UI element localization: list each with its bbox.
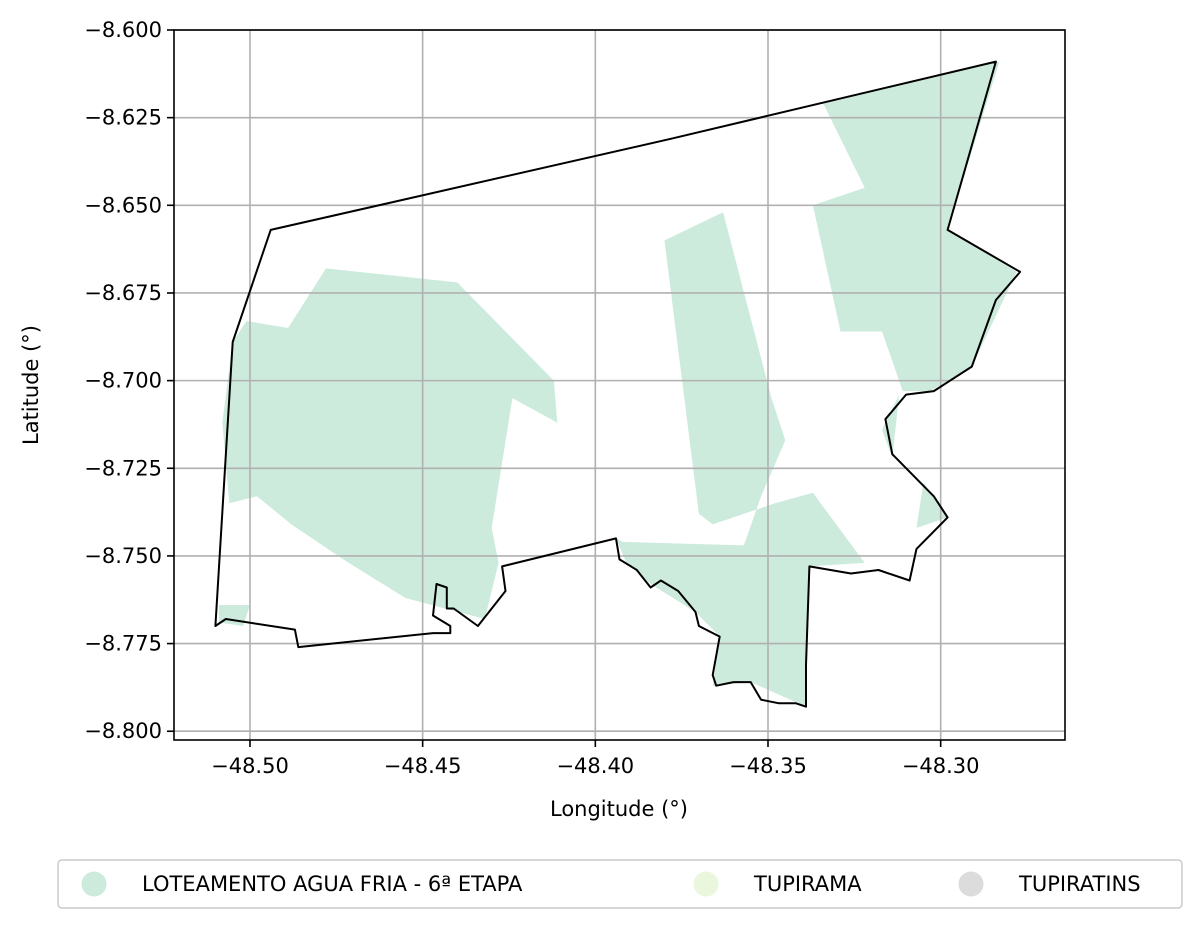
- y-axis-label: Latitude (°): [19, 325, 43, 445]
- y-tick-label: −8.775: [84, 632, 162, 656]
- y-tick-label: −8.650: [84, 193, 162, 217]
- legend-label: LOTEAMENTO AGUA FRIA - 6ª ETAPA: [142, 872, 523, 896]
- x-tick-label: −48.40: [556, 754, 634, 778]
- x-tick-label: −48.45: [384, 754, 462, 778]
- y-tick-label: −8.725: [84, 456, 162, 480]
- legend: LOTEAMENTO AGUA FRIA - 6ª ETAPA TUPIRAMA…: [58, 860, 1182, 908]
- legend-marker: [82, 872, 107, 897]
- y-tick-label: −8.675: [84, 281, 162, 305]
- x-tick-label: −48.30: [902, 754, 980, 778]
- y-tick-label: −8.700: [84, 369, 162, 393]
- y-tick-label: −8.600: [84, 18, 162, 42]
- y-tick-label: −8.625: [84, 106, 162, 130]
- x-tick-label: −48.50: [211, 754, 289, 778]
- legend-entry: LOTEAMENTO AGUA FRIA - 6ª ETAPA: [82, 872, 523, 897]
- y-tick-label: −8.800: [84, 719, 162, 743]
- y-axis: −8.600 −8.625 −8.650 −8.675 −8.700 −8.725 −8.7…: [84, 18, 174, 743]
- legend-marker: [959, 872, 984, 897]
- legend-label: TUPIRAMA: [753, 872, 862, 896]
- legend-marker: [694, 872, 719, 897]
- x-axis-label: Longitude (°): [550, 797, 688, 821]
- y-tick-label: −8.750: [84, 544, 162, 568]
- legend-label: TUPIRATINS: [1018, 872, 1141, 896]
- x-tick-label: −48.35: [729, 754, 807, 778]
